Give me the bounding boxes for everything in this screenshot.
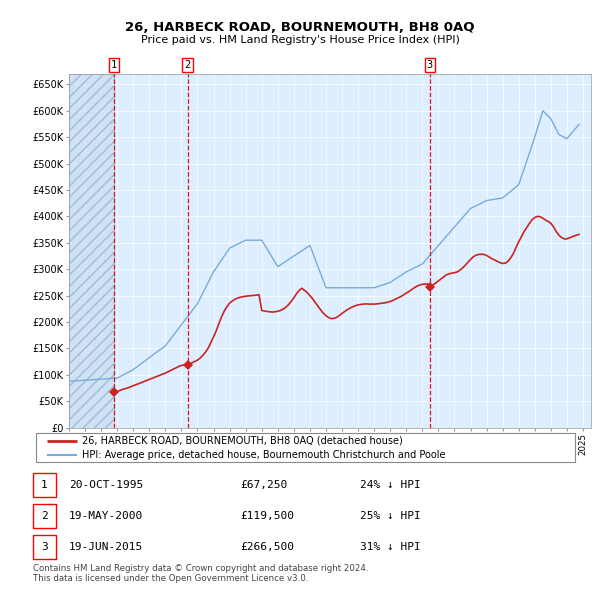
Text: 2: 2	[41, 511, 48, 521]
Text: 26, HARBECK ROAD, BOURNEMOUTH, BH8 0AQ (detached house): 26, HARBECK ROAD, BOURNEMOUTH, BH8 0AQ (…	[82, 435, 403, 445]
Text: 2: 2	[184, 60, 191, 70]
Bar	[69, 74, 114, 428]
Text: £119,500: £119,500	[240, 511, 294, 521]
Text: 19-JUN-2015: 19-JUN-2015	[69, 542, 143, 552]
Bar	[69, 74, 114, 428]
Text: 19-MAY-2000: 19-MAY-2000	[69, 511, 143, 521]
Text: 31% ↓ HPI: 31% ↓ HPI	[360, 542, 421, 552]
FancyBboxPatch shape	[36, 434, 575, 461]
Text: 25% ↓ HPI: 25% ↓ HPI	[360, 511, 421, 521]
Text: Contains HM Land Registry data © Crown copyright and database right 2024.
This d: Contains HM Land Registry data © Crown c…	[33, 563, 368, 583]
Text: £266,500: £266,500	[240, 542, 294, 552]
Text: £67,250: £67,250	[240, 480, 287, 490]
Text: 20-OCT-1995: 20-OCT-1995	[69, 480, 143, 490]
Text: 3: 3	[41, 542, 48, 552]
Text: Price paid vs. HM Land Registry's House Price Index (HPI): Price paid vs. HM Land Registry's House …	[140, 35, 460, 45]
Text: 3: 3	[427, 60, 433, 70]
Text: 24% ↓ HPI: 24% ↓ HPI	[360, 480, 421, 490]
Text: 26, HARBECK ROAD, BOURNEMOUTH, BH8 0AQ: 26, HARBECK ROAD, BOURNEMOUTH, BH8 0AQ	[125, 21, 475, 34]
Text: HPI: Average price, detached house, Bournemouth Christchurch and Poole: HPI: Average price, detached house, Bour…	[82, 450, 446, 460]
Text: 1: 1	[41, 480, 48, 490]
Text: 1: 1	[111, 60, 117, 70]
